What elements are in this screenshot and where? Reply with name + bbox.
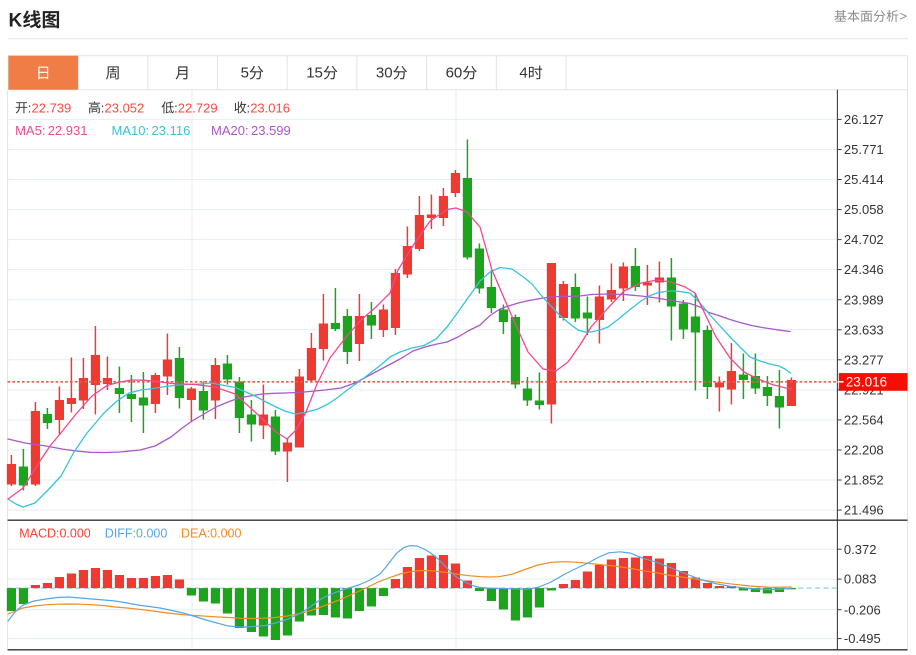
svg-text:MA20:: MA20: [211,123,249,138]
svg-text:15: 15 [306,64,323,81]
svg-text:22.739: 22.739 [32,100,72,115]
svg-text::: : [174,100,178,115]
svg-text:60: 60 [446,64,463,81]
svg-text:23.989: 23.989 [844,292,884,307]
svg-text:5: 5 [241,64,249,81]
svg-text:0.083: 0.083 [844,572,877,587]
svg-text:24.702: 24.702 [844,232,884,247]
svg-text:4: 4 [519,64,527,81]
svg-text:MA10:: MA10: [112,123,150,138]
svg-text:-0.206: -0.206 [844,602,881,617]
svg-text:30: 30 [376,64,393,81]
svg-text:0.372: 0.372 [844,542,877,557]
svg-text:24.346: 24.346 [844,262,884,277]
svg-text:23.633: 23.633 [844,322,884,337]
svg-text:23.116: 23.116 [152,123,191,138]
svg-text:23.052: 23.052 [105,100,145,115]
svg-text::: : [247,100,251,115]
svg-text:K: K [9,11,23,32]
svg-text:23.599: 23.599 [251,123,291,138]
svg-text:26.127: 26.127 [844,112,884,127]
svg-text::: : [28,100,32,115]
svg-text:25.771: 25.771 [844,142,884,157]
svg-text:>: > [900,8,908,23]
svg-text:DIFF:0.000: DIFF:0.000 [105,527,168,541]
svg-text::: : [101,100,105,115]
svg-text:25.058: 25.058 [844,202,884,217]
svg-text:MA5:: MA5: [15,123,45,138]
svg-text:MACD:0.000: MACD:0.000 [19,527,91,541]
svg-text:25.414: 25.414 [844,172,884,187]
svg-text:23.016: 23.016 [846,375,887,390]
svg-text:-0.495: -0.495 [844,631,881,646]
svg-text:22.931: 22.931 [48,123,88,138]
svg-text:22.208: 22.208 [844,443,884,458]
svg-text:23.277: 23.277 [844,352,884,367]
svg-text:21.496: 21.496 [844,503,884,518]
svg-text:21.852: 21.852 [844,473,884,488]
svg-text:22.729: 22.729 [178,100,218,115]
svg-text:DEA:0.000: DEA:0.000 [181,527,242,541]
svg-text:23.016: 23.016 [250,100,290,115]
svg-text:22.564: 22.564 [844,413,884,428]
